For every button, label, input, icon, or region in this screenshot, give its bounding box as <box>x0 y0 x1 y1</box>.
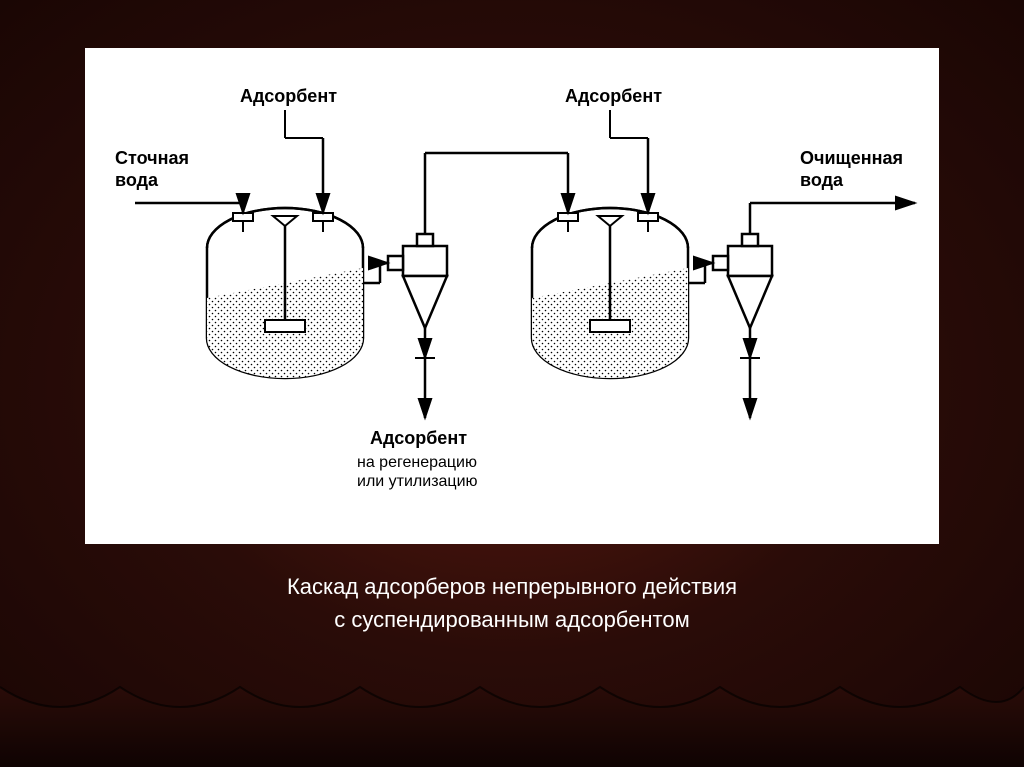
diagram-panel: Сточная вода Адсорбент Адсорбент Очищенн… <box>85 48 939 544</box>
cyclone-1 <box>388 234 447 328</box>
vessel-2 <box>532 208 705 378</box>
caption: Каскад адсорберов непрерывного действия … <box>0 570 1024 636</box>
process-diagram <box>85 48 939 544</box>
vessel-1 <box>207 208 380 378</box>
curtain-decoration <box>0 647 1024 767</box>
cyclone-2 <box>713 234 772 328</box>
